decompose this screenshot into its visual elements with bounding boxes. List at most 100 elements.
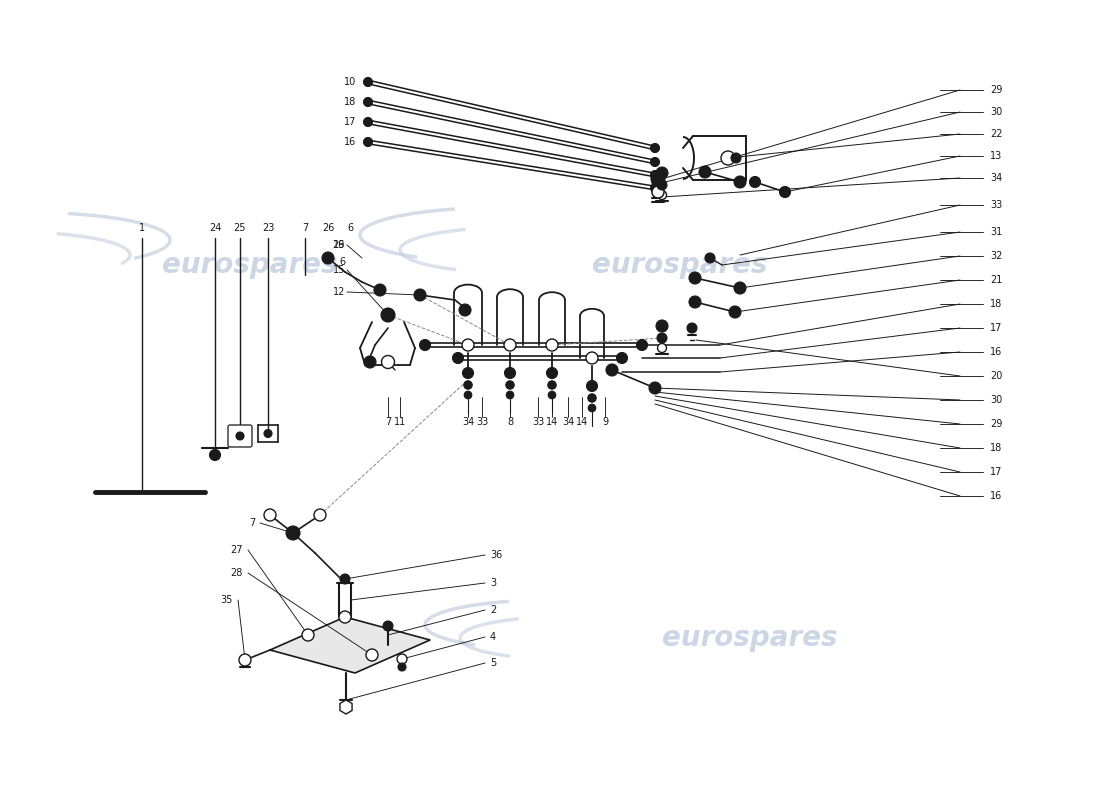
- Circle shape: [383, 621, 393, 631]
- Circle shape: [732, 153, 741, 163]
- Circle shape: [397, 654, 407, 664]
- Text: 26: 26: [322, 223, 334, 233]
- Circle shape: [689, 272, 701, 284]
- Text: 2: 2: [490, 605, 496, 615]
- Circle shape: [651, 172, 666, 186]
- Circle shape: [688, 323, 697, 333]
- Circle shape: [657, 180, 667, 190]
- Text: 16: 16: [990, 491, 1002, 501]
- Circle shape: [236, 432, 244, 440]
- Circle shape: [749, 177, 760, 187]
- Text: 17: 17: [990, 467, 1002, 477]
- Text: 13: 13: [990, 151, 1002, 161]
- Text: 33: 33: [532, 417, 544, 427]
- Text: 34: 34: [562, 417, 574, 427]
- Circle shape: [286, 526, 300, 540]
- Circle shape: [587, 394, 596, 402]
- Text: 18: 18: [990, 443, 1002, 453]
- Circle shape: [650, 158, 660, 166]
- Circle shape: [729, 306, 741, 318]
- Circle shape: [414, 289, 426, 301]
- Text: 18: 18: [343, 97, 356, 107]
- Circle shape: [588, 404, 596, 412]
- Circle shape: [462, 339, 474, 351]
- Circle shape: [734, 282, 746, 294]
- Text: 5: 5: [490, 658, 496, 668]
- Circle shape: [650, 170, 660, 179]
- Circle shape: [616, 353, 627, 363]
- Text: 23: 23: [262, 223, 274, 233]
- Text: 26: 26: [332, 240, 345, 250]
- Circle shape: [546, 339, 558, 351]
- Text: 7: 7: [385, 417, 392, 427]
- Text: 29: 29: [990, 419, 1002, 429]
- Circle shape: [705, 253, 715, 263]
- Circle shape: [548, 381, 557, 390]
- Circle shape: [464, 381, 472, 390]
- Circle shape: [656, 320, 668, 332]
- Text: 30: 30: [990, 107, 1002, 117]
- Circle shape: [780, 186, 791, 198]
- Circle shape: [548, 391, 556, 399]
- Text: 14: 14: [576, 417, 588, 427]
- FancyBboxPatch shape: [228, 425, 252, 447]
- Circle shape: [652, 186, 664, 198]
- Text: 21: 21: [990, 275, 1002, 285]
- Text: 9: 9: [602, 417, 608, 427]
- Text: 3: 3: [490, 578, 496, 588]
- Text: 16: 16: [990, 347, 1002, 357]
- Text: 19: 19: [332, 240, 345, 250]
- Circle shape: [649, 382, 661, 394]
- Circle shape: [656, 167, 668, 179]
- Text: 16: 16: [343, 137, 356, 147]
- Circle shape: [734, 176, 746, 188]
- Circle shape: [658, 343, 667, 353]
- Circle shape: [314, 509, 326, 521]
- Polygon shape: [270, 617, 430, 673]
- Text: 34: 34: [462, 417, 474, 427]
- Circle shape: [547, 367, 558, 378]
- Text: 24: 24: [209, 223, 221, 233]
- Circle shape: [720, 151, 735, 165]
- Text: 22: 22: [990, 129, 1002, 139]
- Text: 7: 7: [301, 223, 308, 233]
- Text: 17: 17: [990, 323, 1002, 333]
- Circle shape: [586, 381, 597, 391]
- Circle shape: [506, 391, 514, 399]
- Circle shape: [398, 663, 406, 671]
- Text: 8: 8: [507, 417, 513, 427]
- Circle shape: [363, 118, 373, 126]
- Circle shape: [650, 183, 660, 193]
- Text: 10: 10: [343, 77, 356, 87]
- Circle shape: [606, 364, 618, 376]
- Text: 20: 20: [990, 371, 1002, 381]
- Circle shape: [586, 352, 598, 364]
- Text: 31: 31: [990, 227, 1002, 237]
- Text: 32: 32: [990, 251, 1002, 261]
- Text: 28: 28: [231, 568, 243, 578]
- Circle shape: [637, 339, 648, 350]
- Text: 17: 17: [343, 117, 356, 127]
- Circle shape: [452, 353, 463, 363]
- Circle shape: [459, 304, 471, 316]
- Text: 6: 6: [339, 257, 345, 267]
- Circle shape: [504, 339, 516, 351]
- Circle shape: [689, 296, 701, 308]
- Text: eurospares: eurospares: [163, 251, 338, 279]
- Circle shape: [364, 356, 376, 368]
- Text: 18: 18: [990, 299, 1002, 309]
- Circle shape: [363, 78, 373, 86]
- Text: eurospares: eurospares: [592, 251, 768, 279]
- Circle shape: [340, 574, 350, 584]
- Circle shape: [382, 355, 395, 369]
- Circle shape: [506, 381, 514, 390]
- Text: 35: 35: [221, 595, 233, 605]
- Circle shape: [462, 367, 473, 378]
- Text: 33: 33: [476, 417, 488, 427]
- Text: 36: 36: [490, 550, 503, 560]
- Circle shape: [363, 138, 373, 146]
- Circle shape: [302, 629, 313, 641]
- Text: 7: 7: [249, 518, 255, 528]
- Text: 29: 29: [990, 85, 1002, 95]
- Circle shape: [657, 333, 667, 343]
